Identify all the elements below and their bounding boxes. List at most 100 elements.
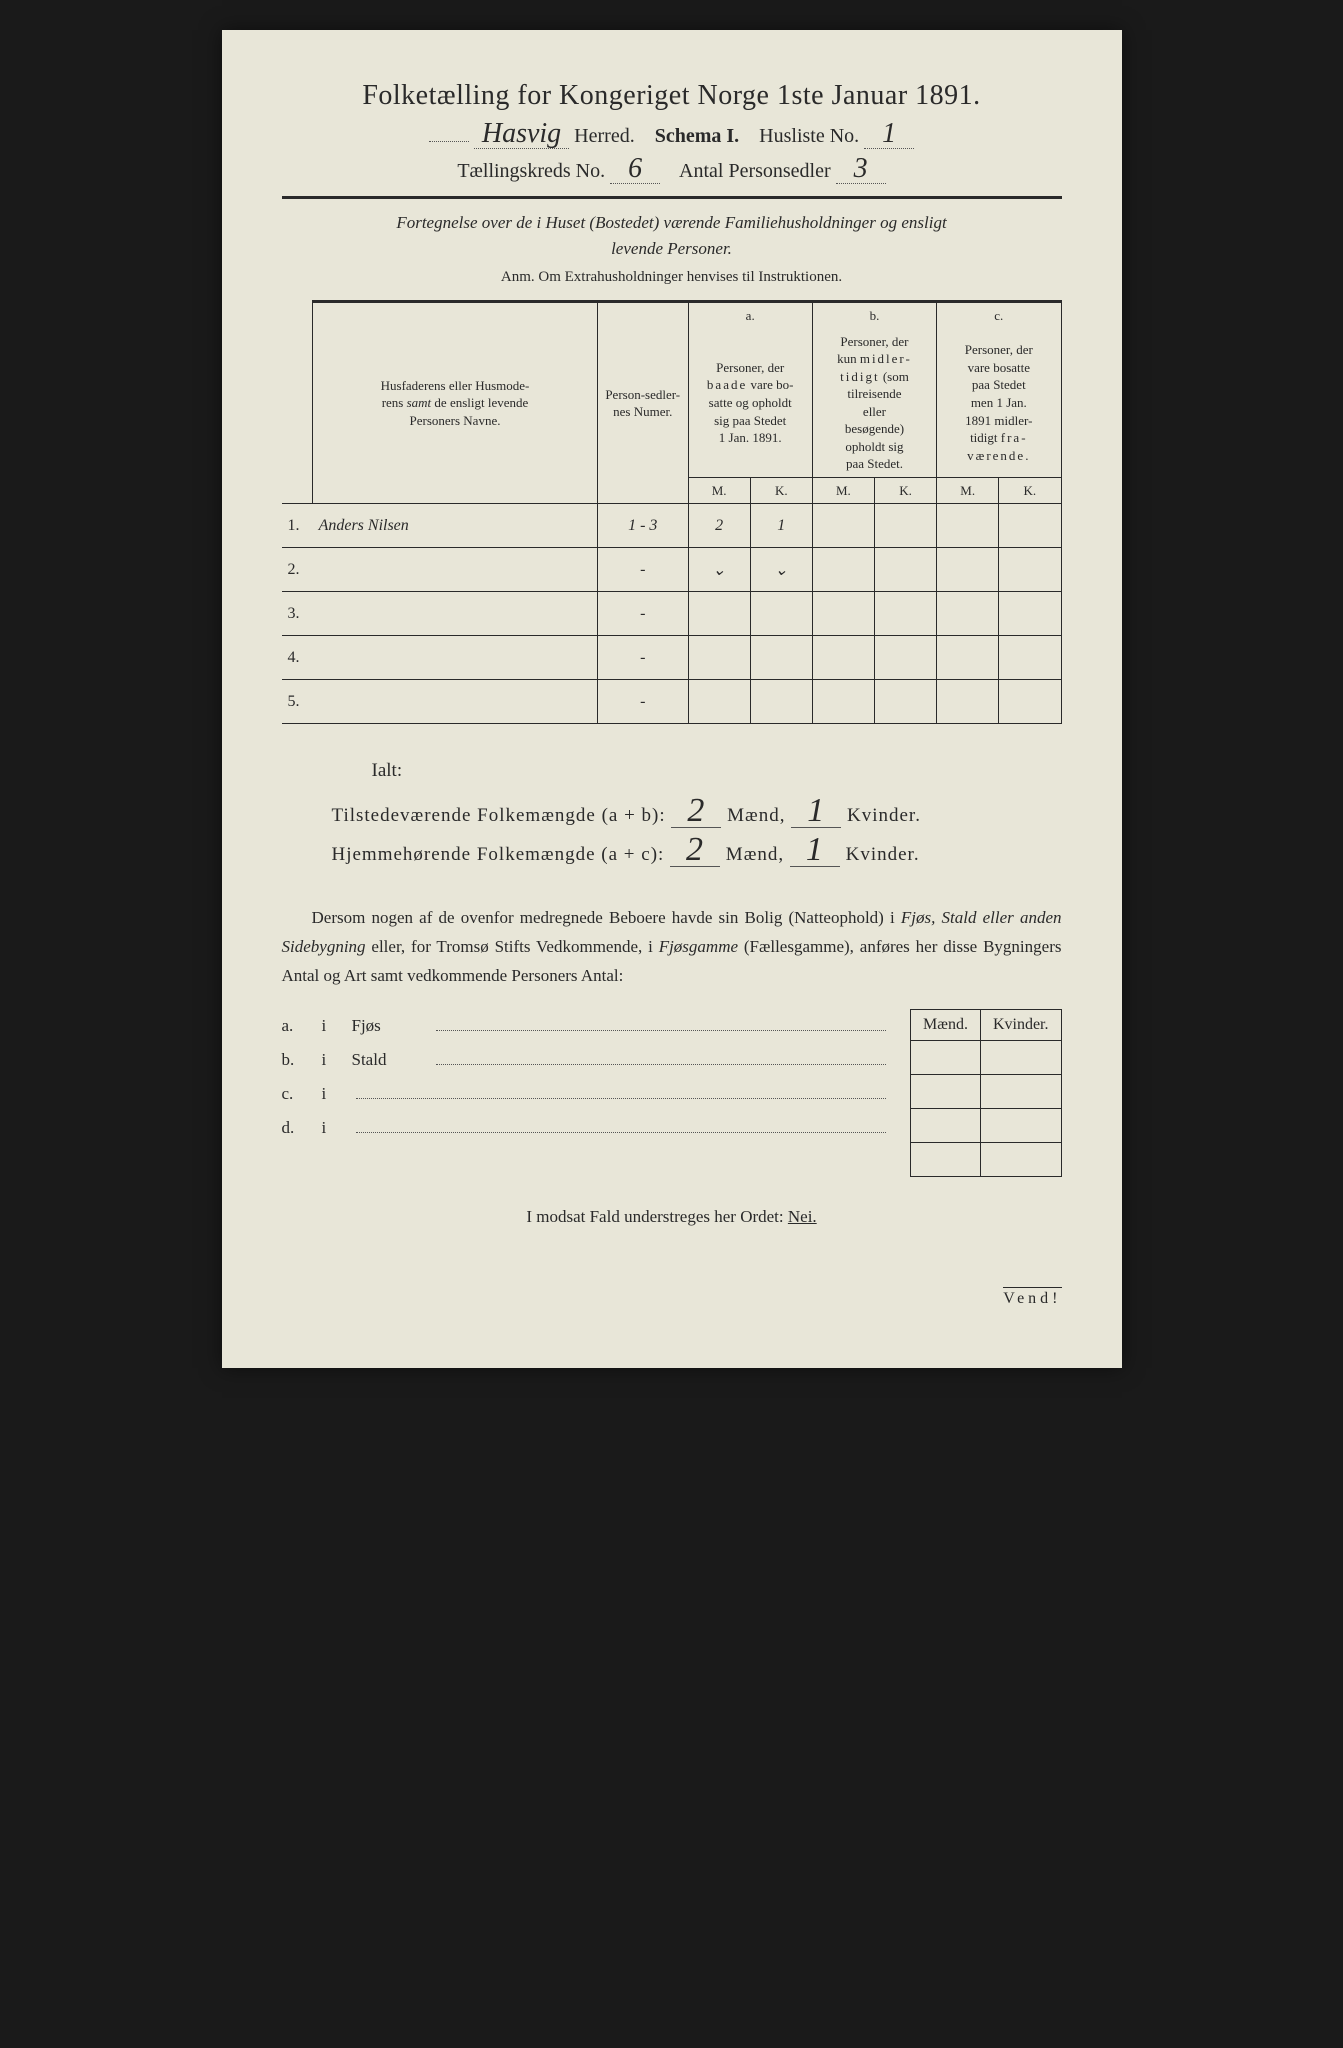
name-cell bbox=[313, 548, 598, 592]
list-item: d. i bbox=[282, 1111, 891, 1145]
maend-label: Mænd, bbox=[727, 805, 785, 826]
item-i: i bbox=[322, 1009, 352, 1043]
total-present-row: Tilstedeværende Folkemængde (a + b): 2 M… bbox=[332, 796, 1062, 835]
herred-label: Herred. bbox=[574, 125, 635, 147]
table-row: 5. - bbox=[282, 680, 1062, 724]
annotation: Anm. Om Extrahusholdninger henvises til … bbox=[282, 269, 1062, 286]
name-cell bbox=[313, 636, 598, 680]
antal-value: 3 bbox=[836, 155, 886, 184]
col-a-top: a. bbox=[688, 302, 812, 329]
item-letter: b. bbox=[282, 1043, 322, 1077]
mk-cell bbox=[980, 1109, 1061, 1143]
dotted-line bbox=[436, 1030, 887, 1031]
a-k-cell: 1 bbox=[750, 504, 812, 548]
a-k-cell bbox=[750, 636, 812, 680]
a-k-cell: ⌄ bbox=[750, 548, 812, 592]
a-m-cell bbox=[688, 680, 750, 724]
mk-cell bbox=[911, 1075, 981, 1109]
col-b-top: b. bbox=[812, 302, 936, 329]
nei-word: Nei. bbox=[788, 1207, 817, 1226]
mk-cell bbox=[911, 1041, 981, 1075]
b-k-cell bbox=[874, 680, 936, 724]
a-m-cell: 2 bbox=[688, 504, 750, 548]
present-label: Tilstedeværende Folkemængde (a + b): bbox=[332, 805, 666, 826]
mk-cell bbox=[980, 1041, 1061, 1075]
b-m-cell bbox=[812, 592, 874, 636]
col-numer-header: Person-sedler-nes Numer. bbox=[597, 302, 688, 504]
present-m: 2 bbox=[671, 796, 721, 828]
c-k-cell bbox=[999, 680, 1061, 724]
census-form-page: Folketælling for Kongeriget Norge 1ste J… bbox=[222, 30, 1122, 1368]
husliste-value: 1 bbox=[864, 120, 914, 149]
b-k-cell bbox=[874, 504, 936, 548]
numer-cell: 1 - 3 bbox=[597, 504, 688, 548]
row-num: 1. bbox=[282, 504, 313, 548]
c-k-cell bbox=[999, 504, 1061, 548]
list-item: b. i Stald bbox=[282, 1043, 891, 1077]
sidebuilding-paragraph: Dersom nogen af de ovenfor medregnede Be… bbox=[282, 904, 1062, 991]
mk-cell bbox=[980, 1143, 1061, 1177]
table-row: 1. Anders Nilsen 1 - 3 2 1 bbox=[282, 504, 1062, 548]
resident-label: Hjemmehørende Folkemængde (a + c): bbox=[332, 844, 665, 865]
mk-table: Mænd. Kvinder. bbox=[910, 1009, 1061, 1177]
item-letter: c. bbox=[282, 1077, 322, 1111]
c-m-cell bbox=[937, 548, 999, 592]
c-m-cell bbox=[937, 680, 999, 724]
divider bbox=[282, 196, 1062, 199]
schema-label: Schema I. bbox=[655, 125, 739, 147]
b-m-cell bbox=[812, 680, 874, 724]
col-c-header: Personer, dervare bosattepaa Stedetmen 1… bbox=[937, 329, 1061, 478]
c-m-cell bbox=[937, 592, 999, 636]
numer-cell: - bbox=[597, 592, 688, 636]
herred-value: Hasvig bbox=[474, 120, 569, 149]
c-m-cell bbox=[937, 636, 999, 680]
b-m-cell bbox=[812, 636, 874, 680]
item-letter: a. bbox=[282, 1009, 322, 1043]
dotted-line bbox=[356, 1132, 887, 1133]
row-num: 4. bbox=[282, 636, 313, 680]
a-m-cell: ⌄ bbox=[688, 548, 750, 592]
col-b-header: Personer, derkun midler-tidigt (somtilre… bbox=[812, 329, 936, 478]
item-letter: d. bbox=[282, 1111, 322, 1145]
col-a-header: Personer, derbaade vare bo-satte og opho… bbox=[688, 329, 812, 478]
household-table: Husfaderens eller Husmode-rens samt de e… bbox=[282, 300, 1062, 724]
table-body: 1. Anders Nilsen 1 - 3 2 1 2. - ⌄ ⌄ bbox=[282, 504, 1062, 724]
c-k-cell bbox=[999, 636, 1061, 680]
name-cell: Anders Nilsen bbox=[313, 504, 598, 548]
item-i: i bbox=[322, 1111, 352, 1145]
table-row: 3. - bbox=[282, 592, 1062, 636]
numer-cell: - bbox=[597, 548, 688, 592]
b-m-cell bbox=[812, 504, 874, 548]
list-item: a. i Fjøs bbox=[282, 1009, 891, 1043]
header-line-kreds: Tællingskreds No. 6 Antal Personsedler 3 bbox=[282, 155, 1062, 184]
a-k-cell bbox=[750, 592, 812, 636]
present-k: 1 bbox=[791, 796, 841, 828]
col-name-header: Husfaderens eller Husmode-rens samt de e… bbox=[313, 302, 598, 504]
col-c-top: c. bbox=[937, 302, 1061, 329]
table-row: 2. - ⌄ ⌄ bbox=[282, 548, 1062, 592]
b-m-cell bbox=[812, 548, 874, 592]
table-row: 4. - bbox=[282, 636, 1062, 680]
mk-cell bbox=[911, 1143, 981, 1177]
header-line-herred: Hasvig Herred. Schema I. Husliste No. 1 bbox=[282, 120, 1062, 149]
totals-block: Ialt: Tilstedeværende Folkemængde (a + b… bbox=[332, 752, 1062, 874]
name-cell bbox=[313, 680, 598, 724]
a-k-cell bbox=[750, 680, 812, 724]
vend-label: Vend! bbox=[1003, 1287, 1061, 1308]
row-num: 2. bbox=[282, 548, 313, 592]
sidebuilding-block: a. i Fjøs b. i Stald c. i d. i bbox=[282, 1009, 1062, 1177]
mk-cell bbox=[980, 1075, 1061, 1109]
b-k-cell bbox=[874, 592, 936, 636]
subtitle-1: Fortegnelse over de i Huset (Bostedet) v… bbox=[282, 213, 1062, 233]
col-c-m: M. bbox=[937, 477, 999, 504]
c-k-cell bbox=[999, 592, 1061, 636]
item-i: i bbox=[322, 1043, 352, 1077]
numer-cell: - bbox=[597, 680, 688, 724]
tellingskreds-value: 6 bbox=[610, 155, 660, 184]
total-resident-row: Hjemmehørende Folkemængde (a + c): 2 Mæn… bbox=[332, 835, 1062, 874]
sidebuilding-list: a. i Fjøs b. i Stald c. i d. i bbox=[282, 1009, 891, 1145]
c-m-cell bbox=[937, 504, 999, 548]
maend-label: Mænd, bbox=[726, 844, 784, 865]
c-k-cell bbox=[999, 548, 1061, 592]
row-num: 5. bbox=[282, 680, 313, 724]
